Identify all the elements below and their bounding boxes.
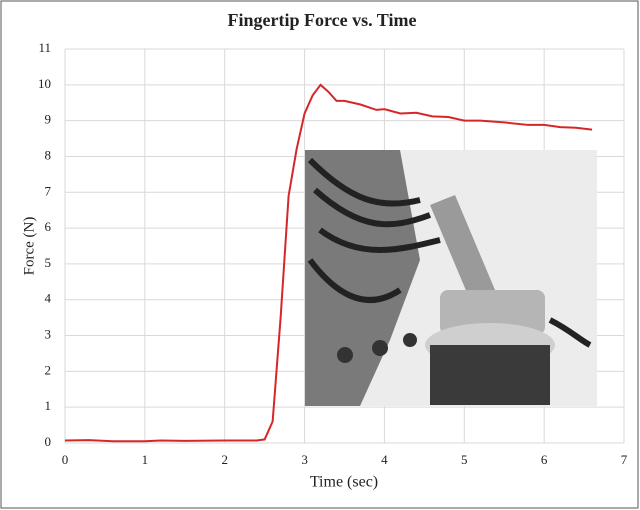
x-tick-label: 4 (381, 452, 388, 467)
y-axis-label: Force (N) (21, 217, 37, 276)
inset-photo (305, 150, 597, 406)
y-tick-label: 9 (45, 112, 52, 127)
y-tick-label: 6 (45, 219, 52, 234)
y-tick-label: 11 (38, 40, 51, 55)
y-tick-label: 1 (45, 398, 52, 413)
photo-sensor-base (430, 345, 550, 405)
y-tick-label: 0 (45, 434, 52, 449)
photo-finger (430, 195, 495, 300)
x-tick-label: 3 (301, 452, 308, 467)
y-tick-label: 8 (45, 147, 52, 162)
photo-cables (307, 157, 441, 303)
y-tick-label: 2 (45, 362, 52, 377)
y-tick-label: 10 (38, 76, 51, 91)
x-tick-label: 0 (62, 452, 69, 467)
photo-sensor-top (440, 290, 545, 335)
photo-part (337, 347, 353, 363)
x-tick-label: 6 (541, 452, 548, 467)
y-tick-label: 5 (45, 255, 52, 270)
data-line (64, 83, 593, 443)
photo-part (403, 333, 417, 347)
y-tick-label: 7 (45, 183, 52, 198)
x-tick-label: 5 (461, 452, 468, 467)
chart-title: Fingertip Force vs. Time (228, 10, 417, 30)
photo-cable (548, 317, 592, 348)
photo-hand (305, 150, 420, 406)
x-tick-label: 1 (142, 452, 149, 467)
x-tick-label: 2 (221, 452, 228, 467)
y-tick-label: 4 (45, 291, 52, 306)
y-tick-label: 3 (45, 327, 52, 342)
x-axis-label: Time (sec) (310, 474, 378, 491)
x-tick-label: 7 (621, 452, 628, 467)
photo-part (372, 340, 388, 356)
